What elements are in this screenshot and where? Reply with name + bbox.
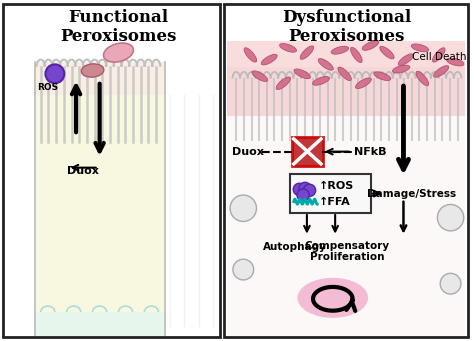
Circle shape — [297, 189, 309, 201]
Text: Compensatory
Proliferation: Compensatory Proliferation — [304, 241, 390, 263]
Ellipse shape — [300, 46, 314, 59]
Ellipse shape — [103, 43, 134, 62]
Circle shape — [440, 273, 461, 294]
Text: Duox: Duox — [67, 165, 99, 176]
Ellipse shape — [434, 65, 449, 77]
Ellipse shape — [81, 64, 104, 77]
FancyBboxPatch shape — [227, 41, 465, 123]
Circle shape — [303, 184, 316, 196]
Text: Dysfunctional: Dysfunctional — [283, 9, 411, 26]
Text: ↑FFA: ↑FFA — [319, 197, 350, 207]
Text: ROS: ROS — [37, 83, 58, 91]
FancyBboxPatch shape — [227, 116, 465, 336]
FancyBboxPatch shape — [34, 312, 165, 336]
Ellipse shape — [374, 72, 391, 80]
Text: ↑ROS: ↑ROS — [319, 181, 354, 191]
Circle shape — [230, 195, 256, 221]
FancyBboxPatch shape — [227, 41, 465, 67]
Ellipse shape — [411, 44, 428, 52]
Ellipse shape — [331, 46, 348, 54]
Text: Cell Death: Cell Death — [411, 52, 466, 62]
FancyBboxPatch shape — [34, 62, 165, 95]
Ellipse shape — [312, 76, 329, 85]
Text: NFkB: NFkB — [354, 147, 387, 157]
Ellipse shape — [294, 69, 310, 79]
Ellipse shape — [398, 54, 413, 65]
Text: Functional: Functional — [68, 9, 169, 26]
Ellipse shape — [432, 48, 445, 62]
Ellipse shape — [276, 77, 291, 90]
FancyBboxPatch shape — [225, 4, 468, 337]
FancyBboxPatch shape — [292, 137, 323, 166]
Ellipse shape — [298, 278, 368, 318]
FancyBboxPatch shape — [34, 62, 165, 336]
Ellipse shape — [356, 78, 371, 89]
Ellipse shape — [380, 46, 394, 59]
Ellipse shape — [338, 67, 351, 80]
Text: Duox: Duox — [232, 147, 264, 157]
FancyBboxPatch shape — [3, 4, 220, 337]
Text: Autophagy: Autophagy — [263, 242, 327, 252]
Circle shape — [233, 259, 254, 280]
Circle shape — [438, 205, 464, 231]
Circle shape — [293, 183, 305, 195]
Text: Peroxisomes: Peroxisomes — [60, 28, 177, 45]
Ellipse shape — [244, 48, 256, 62]
Ellipse shape — [416, 71, 428, 86]
Ellipse shape — [351, 47, 362, 62]
Circle shape — [46, 64, 64, 83]
Text: Peroxisomes: Peroxisomes — [289, 28, 405, 45]
Ellipse shape — [252, 71, 268, 81]
Ellipse shape — [280, 44, 297, 52]
Ellipse shape — [447, 58, 464, 66]
Ellipse shape — [261, 54, 277, 65]
Ellipse shape — [362, 41, 379, 50]
Text: Damage/Stress: Damage/Stress — [367, 189, 456, 198]
Ellipse shape — [392, 65, 410, 73]
Ellipse shape — [318, 59, 333, 70]
FancyBboxPatch shape — [291, 174, 371, 213]
Circle shape — [299, 182, 311, 195]
